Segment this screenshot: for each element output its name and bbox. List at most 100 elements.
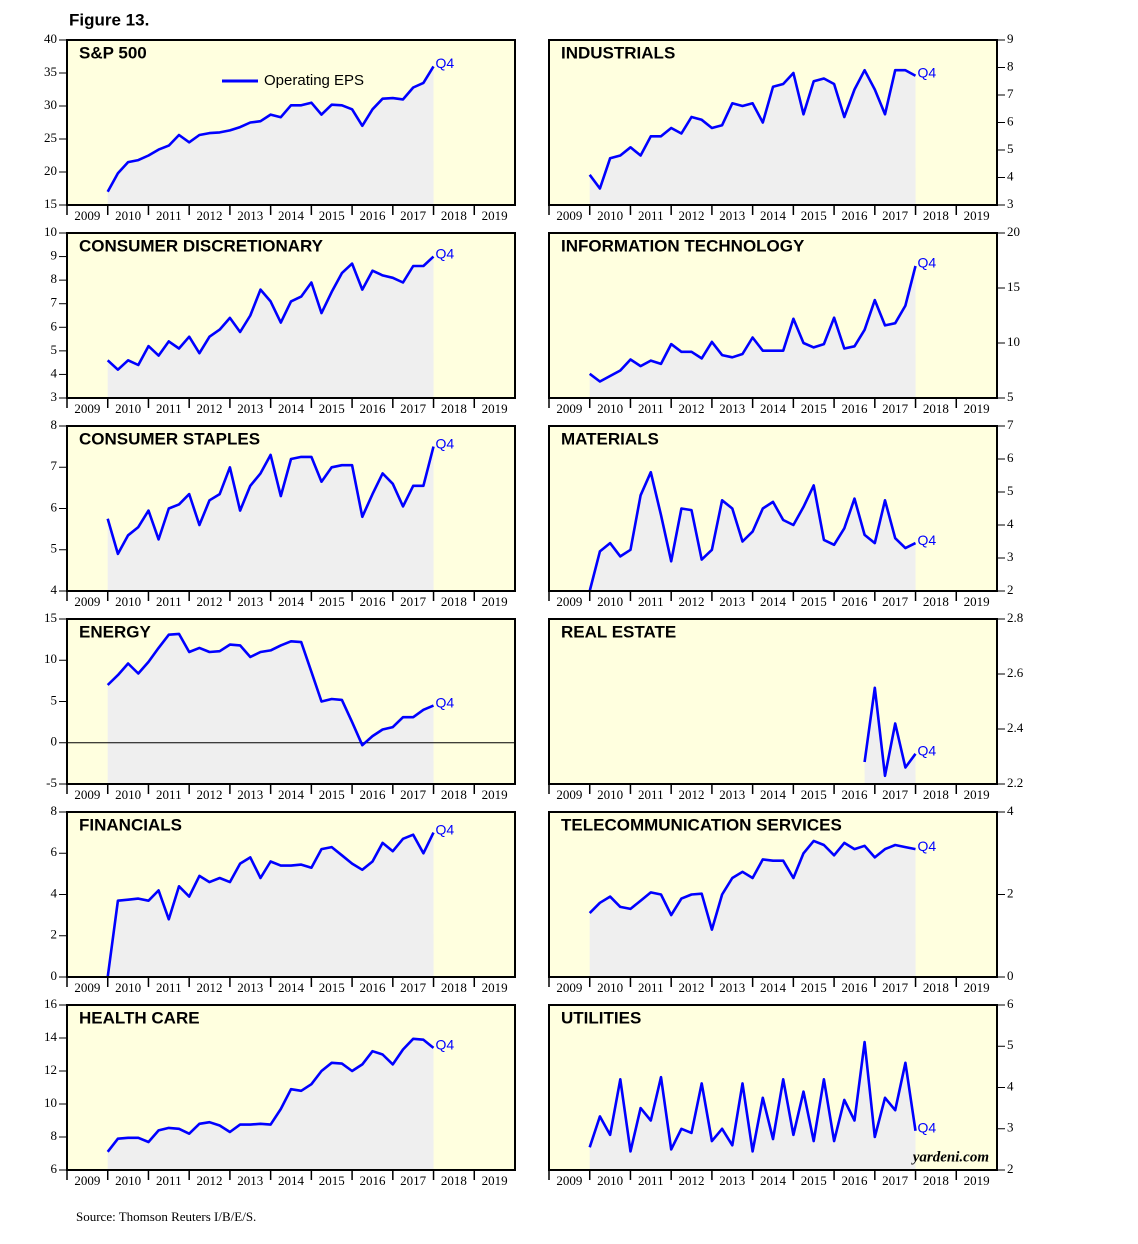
series-line bbox=[588, 470, 917, 592]
x-tick-label: 2009 bbox=[556, 208, 582, 223]
x-tick-label: 2014 bbox=[760, 787, 787, 802]
series-line bbox=[588, 265, 917, 383]
source-note: Source: Thomson Reuters I/B/E/S. bbox=[76, 1209, 256, 1224]
x-tick-label: 2014 bbox=[278, 1173, 305, 1188]
y-tick-label: 15 bbox=[44, 196, 57, 211]
area-fill bbox=[107, 633, 434, 784]
x-tick-label: 2016 bbox=[841, 787, 868, 802]
x-tick-label: 2015 bbox=[801, 787, 827, 802]
x-tick-label: 2019 bbox=[964, 1173, 990, 1188]
x-tick-label: 2015 bbox=[319, 401, 345, 416]
x-tick-label: 2013 bbox=[237, 980, 263, 995]
y-tick-label: 40 bbox=[44, 31, 57, 46]
chart-title: INDUSTRIALS bbox=[561, 43, 675, 62]
y-tick-label: 2.8 bbox=[1007, 610, 1023, 625]
x-tick-label: 2012 bbox=[197, 980, 223, 995]
y-tick-label: 7 bbox=[1007, 417, 1014, 432]
y-tick-label: 2.4 bbox=[1007, 720, 1024, 735]
chart-title: ENERGY bbox=[79, 622, 151, 641]
x-tick-label: 2015 bbox=[801, 980, 827, 995]
panel: Q4 INFORMATION TECHNOLOGY 5 10 15 20 2009 2010 2… bbox=[548, 224, 1020, 416]
y-tick-label: 5 bbox=[1007, 483, 1014, 498]
x-tick-label: 2015 bbox=[319, 980, 345, 995]
y-tick-label: 5 bbox=[1007, 141, 1014, 156]
x-tick-label: 2016 bbox=[841, 401, 868, 416]
series-line bbox=[106, 832, 435, 978]
x-tick-label: 2012 bbox=[679, 208, 705, 223]
x-tick-label: 2011 bbox=[156, 594, 182, 609]
y-tick-label: 0 bbox=[51, 968, 58, 983]
x-tick-label: 2010 bbox=[115, 1173, 141, 1188]
watermark: yardeni.com bbox=[911, 1149, 989, 1165]
x-tick-label: 2015 bbox=[319, 787, 345, 802]
x-tick-label: 2015 bbox=[801, 594, 827, 609]
x-tick-label: 2017 bbox=[882, 1173, 909, 1188]
y-tick-label: 9 bbox=[51, 248, 58, 263]
x-tick-label: 2017 bbox=[400, 594, 427, 609]
x-tick-label: 2014 bbox=[278, 980, 305, 995]
x-tick-label: 2019 bbox=[482, 208, 508, 223]
x-tick-label: 2013 bbox=[237, 1173, 263, 1188]
series-line bbox=[106, 255, 435, 371]
y-tick-label: -5 bbox=[46, 775, 57, 790]
x-tick-label: 2012 bbox=[197, 208, 223, 223]
panel: Q4 REAL ESTATE 2.2 2.4 2.6 2.8 2009 2010 2011 201… bbox=[548, 610, 1024, 802]
plot-frame bbox=[548, 425, 998, 592]
y-tick-label: 6 bbox=[1007, 996, 1014, 1011]
y-tick-label: 20 bbox=[1007, 224, 1020, 239]
y-tick-label: 7 bbox=[51, 295, 58, 310]
x-tick-label: 2017 bbox=[400, 401, 427, 416]
x-tick-label: 2011 bbox=[638, 401, 664, 416]
area-fill bbox=[107, 66, 434, 206]
y-tick-label: 9 bbox=[1007, 31, 1014, 46]
plot-frame bbox=[548, 232, 998, 399]
x-tick-label: 2019 bbox=[964, 787, 990, 802]
x-tick-label: 2009 bbox=[556, 594, 582, 609]
y-tick-label: 8 bbox=[51, 803, 58, 818]
x-tick-label: 2009 bbox=[74, 401, 100, 416]
y-tick-label: 7 bbox=[51, 458, 58, 473]
x-tick-label: 2014 bbox=[760, 980, 787, 995]
y-tick-label: 3 bbox=[1007, 196, 1014, 211]
x-tick-label: 2014 bbox=[278, 594, 305, 609]
y-tick-label: 5 bbox=[51, 342, 58, 357]
x-tick-label: 2019 bbox=[964, 401, 990, 416]
panel: Q4 UTILITIES yardeni.com 2 3 4 5 6 2009 2010 2011 2… bbox=[548, 996, 1014, 1188]
x-tick-label: 2010 bbox=[597, 1173, 623, 1188]
y-tick-label: 15 bbox=[1007, 279, 1020, 294]
x-tick-label: 2012 bbox=[197, 594, 223, 609]
x-tick-label: 2010 bbox=[115, 594, 141, 609]
x-tick-label: 2011 bbox=[156, 208, 182, 223]
plot-frame bbox=[66, 232, 516, 399]
x-tick-label: 2010 bbox=[115, 980, 141, 995]
x-tick-label: 2017 bbox=[400, 980, 427, 995]
x-tick-label: 2013 bbox=[237, 594, 263, 609]
y-tick-label: 10 bbox=[44, 1095, 57, 1110]
y-tick-label: 5 bbox=[1007, 1037, 1014, 1052]
x-tick-label: 2013 bbox=[719, 208, 745, 223]
x-tick-label: 2015 bbox=[319, 1173, 345, 1188]
chart-title: REAL ESTATE bbox=[561, 622, 676, 641]
x-tick-label: 2012 bbox=[679, 594, 705, 609]
annotation: Q4 bbox=[436, 694, 455, 710]
x-tick-label: 2010 bbox=[115, 208, 141, 223]
x-tick-label: 2017 bbox=[882, 208, 909, 223]
y-tick-label: 10 bbox=[1007, 334, 1020, 349]
x-tick-label: 2011 bbox=[638, 208, 664, 223]
y-tick-label: 6 bbox=[51, 844, 58, 859]
x-tick-label: 2015 bbox=[801, 1173, 827, 1188]
x-tick-label: 2014 bbox=[760, 594, 787, 609]
y-tick-label: 4 bbox=[51, 582, 58, 597]
chart-title: S&P 500 bbox=[79, 43, 147, 62]
x-tick-label: 2015 bbox=[801, 208, 827, 223]
x-tick-label: 2009 bbox=[556, 787, 582, 802]
x-tick-label: 2016 bbox=[359, 980, 386, 995]
plot-frame bbox=[66, 39, 516, 206]
y-tick-label: 2.2 bbox=[1007, 775, 1023, 790]
plot-frame bbox=[66, 1004, 516, 1171]
area-fill bbox=[107, 832, 434, 977]
chart-title: HEALTH CARE bbox=[79, 1008, 200, 1027]
y-tick-label: 5 bbox=[1007, 389, 1014, 404]
x-tick-label: 2014 bbox=[278, 208, 305, 223]
annotation: Q4 bbox=[918, 255, 937, 271]
